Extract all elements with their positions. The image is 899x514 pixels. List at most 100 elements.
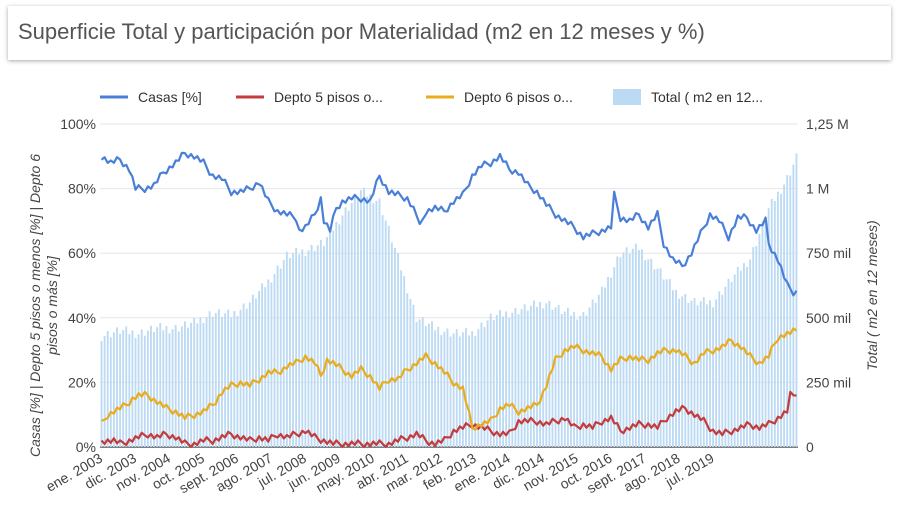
bar (431, 321, 433, 447)
bar (119, 333, 122, 447)
bar (427, 323, 430, 447)
bar (594, 302, 597, 447)
bar (165, 326, 168, 447)
bar (458, 336, 461, 447)
bar (190, 322, 193, 447)
bar (786, 175, 789, 447)
bar (446, 328, 449, 447)
bar (295, 248, 298, 447)
bar (776, 191, 779, 447)
bar (533, 300, 535, 447)
bar (681, 296, 684, 447)
bar (248, 302, 251, 447)
right-tick-label: 750 mil (806, 245, 851, 261)
bar (721, 294, 724, 447)
bar (647, 259, 650, 447)
bar (180, 326, 183, 447)
left-tick-label: 100% (60, 116, 96, 132)
bar (693, 298, 696, 447)
bar (724, 286, 727, 447)
bar (112, 332, 115, 447)
bar (273, 274, 276, 447)
legend-label: Casas [%] (138, 89, 202, 105)
bar (335, 221, 338, 447)
bar (443, 331, 446, 447)
bar (783, 184, 786, 447)
bar (709, 300, 711, 447)
bar (255, 298, 257, 447)
bar (307, 250, 310, 447)
bar (258, 290, 260, 447)
bar (137, 334, 140, 447)
bar (289, 258, 291, 447)
bar (177, 331, 180, 447)
bar (696, 305, 699, 447)
bar (211, 316, 214, 447)
bar (378, 198, 381, 447)
bar (634, 243, 637, 447)
bar (665, 279, 668, 447)
bar (542, 308, 545, 447)
right-tick-label: 1,25 M (806, 116, 849, 132)
bar (356, 198, 359, 447)
bar (597, 294, 600, 447)
right-tick-label: 500 mil (806, 310, 851, 326)
left-tick-label: 0% (76, 439, 96, 455)
bar (214, 313, 217, 447)
bar (631, 248, 634, 447)
bar (625, 247, 628, 447)
bar (644, 260, 647, 447)
bar (106, 331, 109, 447)
bar (415, 321, 418, 447)
bar (140, 329, 143, 447)
bar (400, 270, 403, 447)
bar (761, 221, 764, 447)
bar (412, 304, 415, 447)
bar (514, 307, 517, 447)
bar (502, 316, 504, 447)
bar (483, 327, 486, 447)
bar (752, 247, 755, 447)
bar (780, 193, 782, 447)
right-tick-label: 250 mil (806, 374, 851, 390)
bar (171, 329, 174, 447)
bar (690, 300, 693, 447)
bar (187, 327, 189, 447)
left-tick-label: 20% (68, 374, 96, 390)
bar (153, 332, 155, 447)
bar (712, 307, 714, 447)
bar (103, 336, 106, 447)
bar (489, 313, 492, 447)
bar (341, 215, 344, 447)
bar (604, 287, 606, 447)
bar (162, 330, 165, 447)
bar (576, 319, 579, 447)
bar (573, 311, 576, 447)
right-tick-label: 0 (806, 439, 814, 455)
bar (199, 317, 202, 447)
bar (616, 256, 619, 447)
bar (202, 322, 205, 447)
bar (557, 305, 560, 447)
bar (109, 337, 112, 447)
legend-swatch (613, 89, 641, 105)
bar (764, 220, 767, 447)
bar (227, 309, 230, 447)
bar (322, 245, 325, 447)
bar (313, 250, 316, 447)
legend-label: Depto 5 pisos o... (274, 89, 383, 105)
chart-title-card: Superficie Total y participación por Mat… (8, 6, 891, 60)
bar (424, 326, 427, 447)
bar (702, 297, 705, 447)
bar (600, 286, 603, 447)
bar (387, 225, 390, 447)
bar (684, 294, 687, 447)
bar (156, 327, 159, 447)
bar (641, 249, 643, 447)
bar (276, 265, 279, 447)
left-tick-label: 80% (68, 181, 96, 197)
bar (279, 268, 282, 447)
bar (418, 319, 421, 447)
bar (375, 200, 378, 447)
bar (758, 233, 761, 447)
